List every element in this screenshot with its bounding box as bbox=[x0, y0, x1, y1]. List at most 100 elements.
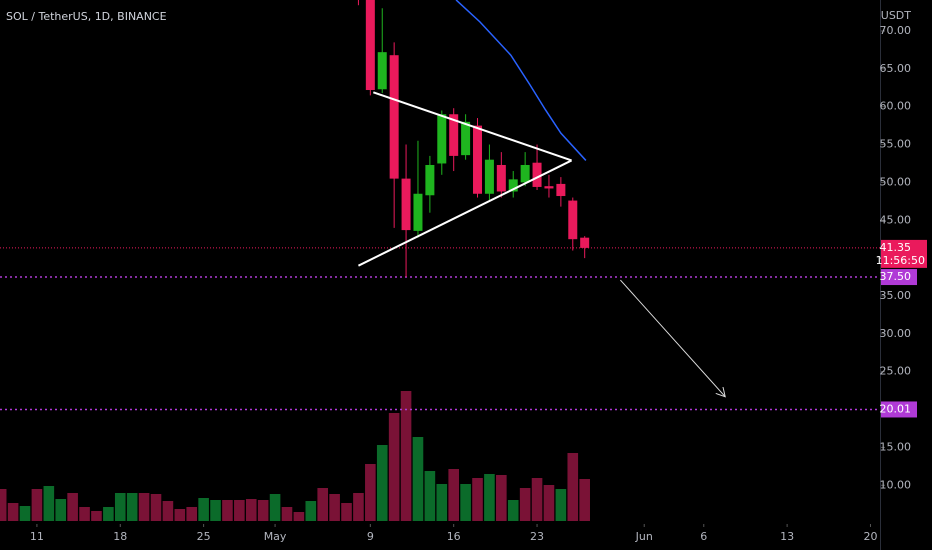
last-price-label: 41.35 bbox=[880, 241, 912, 254]
x-tick-label: 11 bbox=[30, 530, 44, 543]
volume-bar bbox=[234, 500, 245, 521]
volume-pane bbox=[0, 391, 590, 521]
volume-bar bbox=[43, 486, 55, 521]
candle-body bbox=[580, 237, 590, 248]
x-tick-label: 20 bbox=[863, 530, 877, 543]
volume-bar bbox=[79, 507, 90, 521]
y-tick-label: 55.00 bbox=[880, 138, 912, 151]
volume-bar bbox=[269, 494, 281, 521]
volume-bar bbox=[472, 478, 483, 521]
volume-bar bbox=[210, 500, 221, 521]
moving-average bbox=[455, 0, 587, 161]
volume-bar bbox=[329, 494, 340, 521]
price-pane bbox=[0, 0, 880, 411]
candle-body bbox=[473, 125, 483, 194]
trend-line bbox=[372, 91, 572, 162]
volume-bar bbox=[305, 501, 317, 521]
candle-body bbox=[496, 164, 506, 192]
volume-bar bbox=[496, 475, 507, 521]
x-tick-label: May bbox=[264, 530, 287, 543]
x-tick-label: 16 bbox=[447, 530, 461, 543]
level-label-box bbox=[881, 269, 917, 286]
x-tick-label: 18 bbox=[113, 530, 127, 543]
candle-body bbox=[401, 178, 411, 231]
volume-bar bbox=[376, 445, 388, 521]
volume-bar bbox=[293, 512, 305, 521]
chart-title: SOL / TetherUS, 1D, BINANCE bbox=[6, 10, 167, 23]
volume-bar bbox=[67, 493, 78, 521]
candle-body bbox=[461, 121, 471, 156]
level-label: 37.50 bbox=[880, 270, 912, 283]
volume-bar bbox=[55, 499, 67, 521]
volume-bar bbox=[257, 500, 269, 521]
volume-bar bbox=[114, 493, 126, 521]
volume-bar bbox=[460, 484, 471, 521]
volume-bar bbox=[567, 453, 579, 521]
candle-body bbox=[365, 0, 375, 91]
x-tick-label: 9 bbox=[367, 530, 374, 543]
last-price-box bbox=[881, 239, 927, 268]
x-tick-label: 23 bbox=[530, 530, 544, 543]
countdown: 11:56:50 bbox=[876, 254, 925, 267]
candle-body bbox=[389, 55, 399, 179]
volume-bar bbox=[365, 464, 376, 521]
volume-bar bbox=[7, 503, 19, 521]
volume-bar bbox=[412, 437, 424, 521]
x-tick-label: 6 bbox=[700, 530, 707, 543]
candle-body bbox=[484, 159, 494, 194]
volume-bar bbox=[388, 413, 400, 521]
volume-bar bbox=[519, 488, 531, 521]
volume-bar bbox=[507, 500, 519, 521]
y-tick-label: 15.00 bbox=[880, 440, 912, 453]
level-label: 20.01 bbox=[880, 402, 912, 415]
level-label-box bbox=[881, 401, 917, 418]
volume-bar bbox=[103, 507, 114, 521]
candle-body bbox=[556, 183, 566, 197]
volume-bar bbox=[222, 500, 233, 521]
candle-body bbox=[413, 193, 423, 231]
axes: 70.0065.0060.0055.0050.0045.0040.0035.00… bbox=[30, 0, 927, 550]
volume-bar bbox=[138, 493, 150, 521]
y-tick-label: 60.00 bbox=[880, 100, 912, 113]
candle-body bbox=[532, 162, 542, 187]
candle-body bbox=[425, 164, 435, 196]
trend-line bbox=[357, 159, 573, 267]
volume-bar bbox=[91, 511, 102, 521]
volume-bar bbox=[484, 474, 495, 521]
y-tick-label: 65.00 bbox=[880, 62, 912, 75]
candle-body bbox=[508, 179, 518, 192]
volume-bar bbox=[531, 478, 543, 521]
y-tick-label: 30.00 bbox=[880, 327, 912, 340]
volume-bar bbox=[126, 493, 138, 521]
candle-body bbox=[437, 114, 447, 164]
y-tick-label: 10.00 bbox=[880, 478, 912, 491]
volume-bar bbox=[579, 479, 590, 521]
volume-bar bbox=[555, 489, 567, 521]
volume-bar bbox=[353, 493, 364, 521]
volume-bar bbox=[150, 494, 162, 521]
volume-bar bbox=[281, 507, 293, 521]
volume-bar bbox=[19, 506, 31, 521]
x-tick-label: 13 bbox=[780, 530, 794, 543]
volume-bar bbox=[400, 391, 412, 521]
y-tick-label: 45.00 bbox=[880, 213, 912, 226]
volume-bar bbox=[543, 485, 555, 521]
volume-bar bbox=[31, 489, 43, 521]
volume-bar bbox=[341, 503, 352, 521]
x-tick-label: Jun bbox=[635, 530, 653, 543]
y-tick-label: 70.00 bbox=[880, 24, 912, 37]
y-tick-label: 35.00 bbox=[880, 289, 912, 302]
candle-body bbox=[520, 164, 530, 183]
candle-body bbox=[568, 200, 578, 240]
currency: USDT bbox=[881, 9, 912, 22]
volume-bar bbox=[0, 489, 7, 521]
arrow bbox=[620, 279, 725, 397]
x-tick-label: 25 bbox=[197, 530, 211, 543]
y-tick-label: 25.00 bbox=[880, 365, 912, 378]
candle-body bbox=[544, 186, 554, 189]
candle-body bbox=[449, 114, 459, 156]
volume-bar bbox=[198, 498, 209, 521]
volume-bar bbox=[424, 471, 436, 521]
